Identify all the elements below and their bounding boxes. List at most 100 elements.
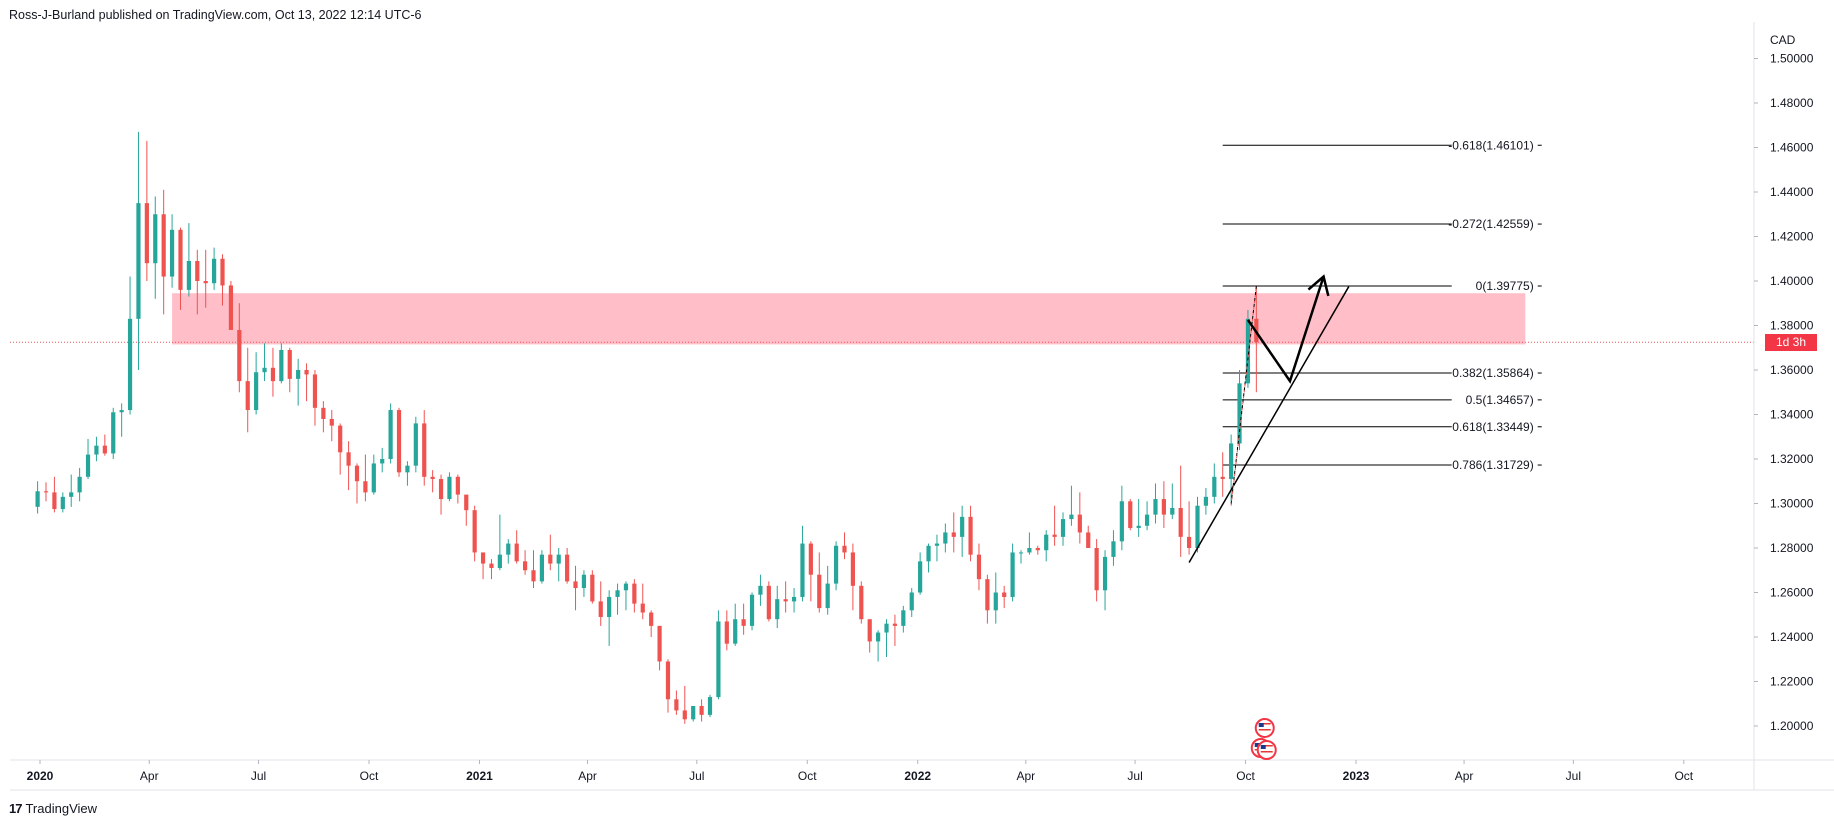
- candle-up[interactable]: [707, 697, 713, 715]
- candle-down[interactable]: [674, 699, 679, 711]
- candle-down[interactable]: [1161, 499, 1166, 515]
- candle-down[interactable]: [245, 381, 250, 411]
- candle-up[interactable]: [607, 596, 612, 617]
- candle-down[interactable]: [178, 229, 183, 290]
- candle-down[interactable]: [195, 260, 200, 281]
- candle-down[interactable]: [565, 554, 570, 582]
- candle-down[interactable]: [1086, 532, 1091, 548]
- candle-up[interactable]: [1136, 525, 1141, 528]
- candles[interactable]: [35, 131, 1259, 724]
- candle-down[interactable]: [354, 465, 360, 482]
- candle-down[interactable]: [632, 583, 637, 604]
- candle-down[interactable]: [699, 705, 704, 715]
- candle-up[interactable]: [111, 412, 116, 454]
- tradingview-footer[interactable]: 17 TradingView: [9, 801, 97, 816]
- us-flag-event-icon[interactable]: [1254, 718, 1275, 738]
- candle-up[interactable]: [615, 590, 620, 597]
- candle-up[interactable]: [1153, 499, 1158, 515]
- candle-down[interactable]: [203, 281, 208, 284]
- candle-down[interactable]: [363, 481, 368, 493]
- candle-up[interactable]: [1195, 505, 1200, 548]
- economic-events[interactable]: [1250, 718, 1277, 760]
- candle-down[interactable]: [489, 563, 494, 569]
- us-flag-event-icon[interactable]: [1256, 740, 1277, 760]
- candle-down[interactable]: [1220, 476, 1225, 480]
- candle-up[interactable]: [1060, 519, 1066, 537]
- candle-down[interactable]: [161, 214, 166, 277]
- candle-up[interactable]: [884, 623, 889, 633]
- candle-down[interactable]: [808, 543, 813, 575]
- candle-up[interactable]: [1245, 318, 1251, 384]
- candle-down[interactable]: [455, 476, 460, 495]
- candle-up[interactable]: [186, 260, 191, 290]
- candle-down[interactable]: [817, 574, 822, 609]
- candle-down[interactable]: [867, 619, 872, 642]
- candle-down[interactable]: [842, 545, 847, 553]
- candle-down[interactable]: [548, 554, 553, 564]
- candle-down[interactable]: [1002, 592, 1007, 597]
- candle-down[interactable]: [682, 710, 687, 720]
- candle-down[interactable]: [220, 258, 225, 286]
- candle-down[interactable]: [968, 516, 973, 555]
- candle-up[interactable]: [60, 496, 65, 510]
- candle-down[interactable]: [1128, 501, 1133, 528]
- candle-up[interactable]: [254, 372, 259, 411]
- candle-up[interactable]: [1102, 556, 1108, 591]
- candle-up[interactable]: [918, 561, 923, 593]
- candle-up[interactable]: [1229, 443, 1234, 480]
- candle-up[interactable]: [262, 367, 267, 373]
- candle-up[interactable]: [388, 410, 393, 459]
- candle-down[interactable]: [270, 367, 276, 382]
- candle-down[interactable]: [1077, 514, 1082, 533]
- candle-up[interactable]: [1237, 383, 1242, 444]
- candle-up[interactable]: [1010, 552, 1015, 597]
- candle-up[interactable]: [77, 476, 82, 493]
- candle-up[interactable]: [993, 592, 998, 611]
- candle-up[interactable]: [1044, 534, 1049, 551]
- candle-up[interactable]: [556, 554, 561, 564]
- candle-down[interactable]: [43, 491, 49, 493]
- candle-up[interactable]: [758, 585, 763, 595]
- candle-down[interactable]: [396, 410, 402, 473]
- candle-up[interactable]: [825, 583, 830, 609]
- candle-up[interactable]: [901, 610, 906, 626]
- candle-down[interactable]: [346, 452, 351, 466]
- candle-down[interactable]: [783, 599, 788, 602]
- candle-up[interactable]: [733, 619, 738, 644]
- candle-up[interactable]: [926, 545, 931, 562]
- drawings[interactable]: [1188, 274, 1350, 563]
- candle-down[interactable]: [287, 349, 292, 379]
- candle-down[interactable]: [573, 581, 578, 589]
- candle-down[interactable]: [724, 621, 729, 644]
- candle-down[interactable]: [329, 418, 334, 426]
- candle-up[interactable]: [800, 543, 805, 597]
- candle-down[interactable]: [850, 552, 855, 586]
- candle-up[interactable]: [539, 554, 545, 582]
- candle-down[interactable]: [430, 476, 435, 480]
- candle-up[interactable]: [1203, 496, 1209, 506]
- candle-up[interactable]: [371, 463, 376, 493]
- candle-up[interactable]: [69, 492, 74, 497]
- candle-down[interactable]: [985, 579, 990, 611]
- candle-up[interactable]: [153, 214, 158, 264]
- candle-down[interactable]: [312, 374, 318, 408]
- candle-up[interactable]: [1018, 552, 1024, 554]
- candle-down[interactable]: [144, 203, 149, 264]
- candle-down[interactable]: [472, 510, 477, 553]
- candle-down[interactable]: [590, 574, 595, 602]
- candle-down[interactable]: [665, 661, 671, 700]
- candle-down[interactable]: [531, 570, 536, 582]
- candle-up[interactable]: [169, 229, 175, 277]
- candle-down[interactable]: [598, 601, 603, 617]
- candle-down[interactable]: [304, 370, 309, 375]
- candle-up[interactable]: [447, 476, 452, 500]
- candle-up[interactable]: [413, 423, 418, 466]
- candle-up[interactable]: [279, 349, 284, 382]
- candle-up[interactable]: [380, 459, 385, 464]
- candle-up[interactable]: [1170, 507, 1175, 515]
- trendline[interactable]: [1188, 286, 1350, 563]
- candle-down[interactable]: [1186, 536, 1192, 548]
- candle-down[interactable]: [640, 603, 645, 613]
- candle-up[interactable]: [943, 532, 948, 544]
